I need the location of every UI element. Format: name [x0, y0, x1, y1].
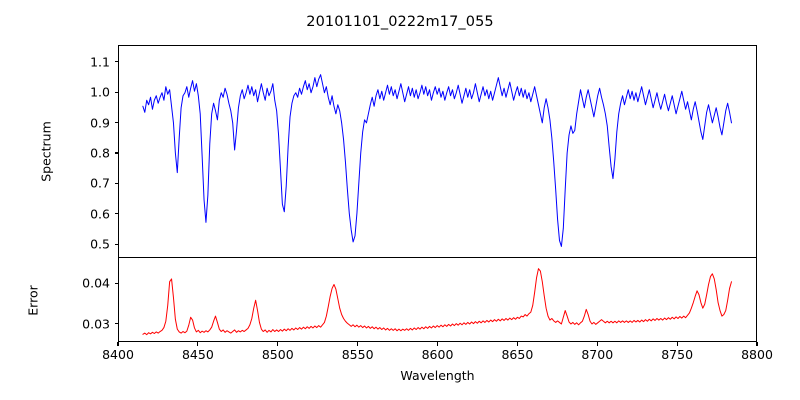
y-tick-mark — [114, 152, 118, 154]
y-tick-mark — [114, 61, 118, 63]
y-tick-label: 0.9 — [90, 115, 110, 131]
x-tick-label: 8650 — [501, 347, 534, 362]
y-tick-label: 0.04 — [82, 275, 110, 291]
x-tick-label: 8500 — [261, 347, 294, 362]
error-line-plot — [119, 258, 756, 341]
error-data-line — [143, 269, 732, 335]
y-tick-label: 0.03 — [82, 316, 110, 332]
x-tick-mark — [277, 342, 279, 346]
x-tick-label: 8700 — [581, 347, 614, 362]
x-tick-mark — [357, 342, 359, 346]
y-tick-mark — [114, 323, 118, 325]
x-tick-label: 8550 — [341, 347, 374, 362]
y-tick-label: 1.1 — [90, 54, 110, 70]
x-tick-mark — [197, 342, 199, 346]
x-tick-mark — [596, 342, 598, 346]
y-axis-label-spectrum: Spectrum — [38, 121, 54, 182]
y-tick-mark — [114, 213, 118, 215]
x-tick-mark — [516, 342, 518, 346]
y-tick-label: 0.6 — [90, 206, 110, 222]
x-tick-mark — [117, 342, 119, 346]
y-axis-label-error: Error — [25, 285, 41, 316]
spectrum-data-line — [143, 75, 732, 247]
y-tick-mark — [114, 243, 118, 245]
x-tick-label: 8450 — [181, 347, 214, 362]
y-tick-label: 0.5 — [90, 236, 110, 252]
y-tick-mark — [114, 282, 118, 284]
spectrum-line-plot — [119, 46, 756, 257]
x-tick-label: 8600 — [421, 347, 454, 362]
y-tick-label: 0.7 — [90, 175, 110, 191]
x-tick-mark — [436, 342, 439, 346]
spectrum-panel — [118, 45, 757, 258]
y-tick-label: 0.8 — [90, 145, 110, 161]
x-tick-mark — [756, 342, 758, 346]
y-tick-label: 1.0 — [90, 84, 110, 100]
x-tick-label: 8800 — [741, 347, 773, 362]
x-axis-label: Wavelength — [400, 368, 475, 383]
y-tick-mark — [114, 122, 118, 124]
y-tick-mark — [114, 182, 118, 184]
x-tick-mark — [676, 342, 678, 346]
y-tick-mark — [114, 91, 118, 93]
x-tick-label: 8400 — [102, 347, 134, 362]
page-title: 20101101_0222m17_055 — [306, 14, 494, 30]
x-tick-label: 8750 — [661, 347, 694, 362]
error-panel — [118, 257, 757, 342]
